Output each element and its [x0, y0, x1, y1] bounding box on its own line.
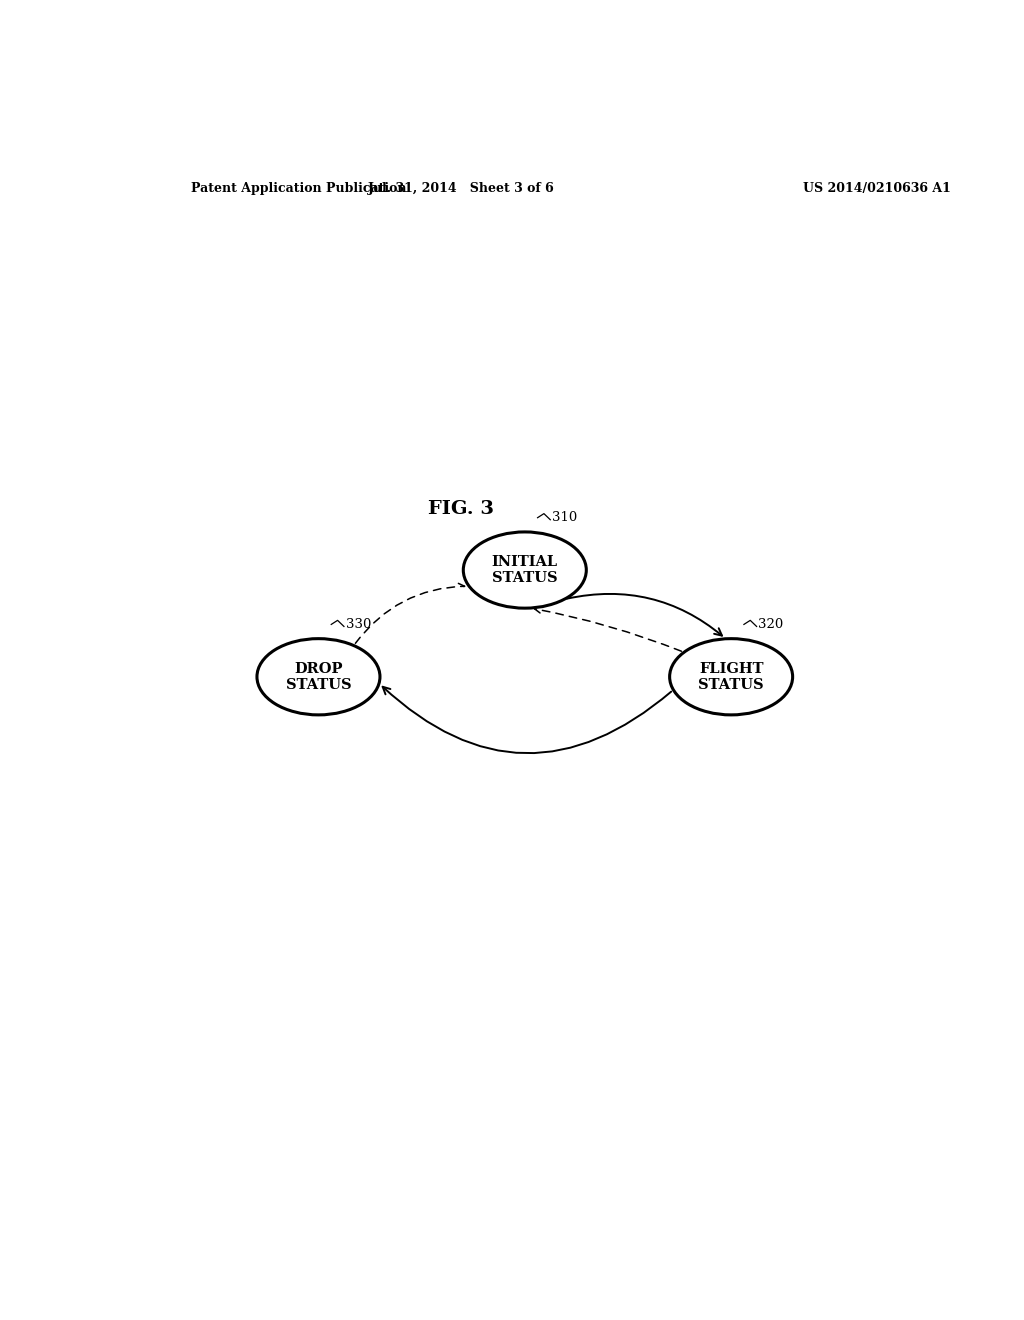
Text: Jul. 31, 2014   Sheet 3 of 6: Jul. 31, 2014 Sheet 3 of 6	[368, 182, 555, 195]
Text: DROP
STATUS: DROP STATUS	[286, 661, 351, 692]
Ellipse shape	[463, 532, 587, 609]
Text: 310: 310	[552, 511, 578, 524]
Text: FIG. 3: FIG. 3	[428, 500, 495, 517]
Ellipse shape	[257, 639, 380, 715]
Text: US 2014/0210636 A1: US 2014/0210636 A1	[803, 182, 950, 195]
Ellipse shape	[670, 639, 793, 715]
Text: Patent Application Publication: Patent Application Publication	[191, 182, 407, 195]
Text: 320: 320	[758, 618, 783, 631]
Text: FLIGHT
STATUS: FLIGHT STATUS	[698, 661, 764, 692]
Text: INITIAL
STATUS: INITIAL STATUS	[492, 554, 558, 585]
Text: 330: 330	[345, 618, 371, 631]
